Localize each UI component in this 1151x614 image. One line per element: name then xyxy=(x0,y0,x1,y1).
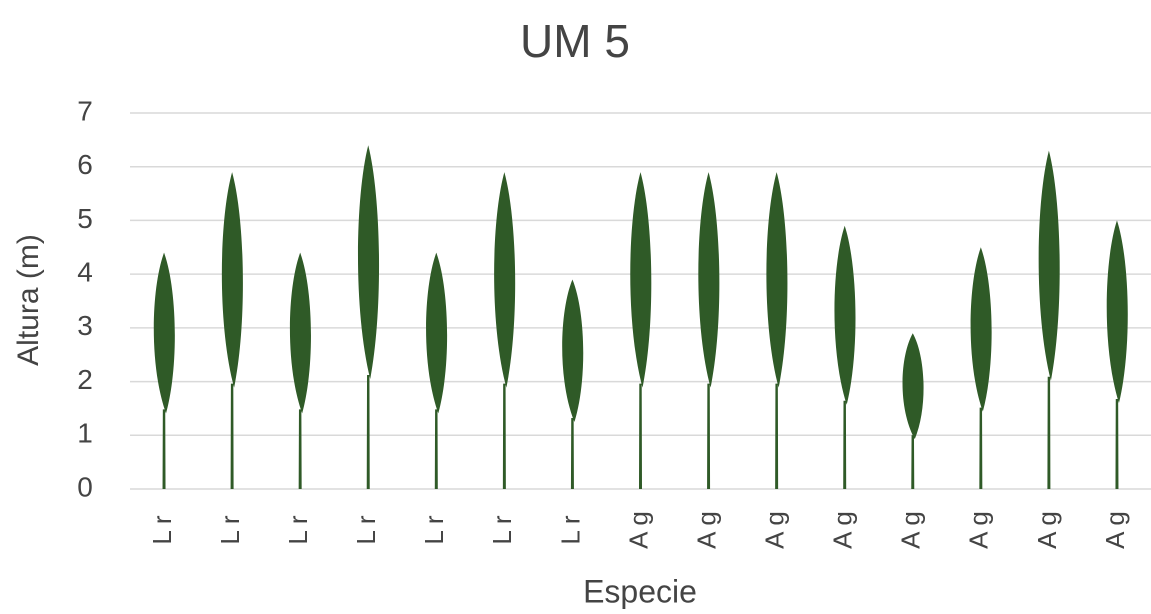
tree-bar xyxy=(289,252,311,489)
tree-bar xyxy=(562,279,584,489)
chart-title: UM 5 xyxy=(520,15,630,67)
x-tick-label: Lr xyxy=(147,509,177,544)
tree-bar xyxy=(902,333,924,489)
x-tick-label: Lr xyxy=(215,509,245,544)
x-tick-label: Ag xyxy=(691,505,721,549)
x-tick-label: Lr xyxy=(555,509,585,544)
y-tick-label: 4 xyxy=(77,257,93,288)
tree-bar xyxy=(357,145,380,489)
tree-bar xyxy=(970,247,992,489)
y-tick-label: 3 xyxy=(77,310,93,341)
x-tick-label: Lr xyxy=(419,509,449,544)
x-tick-label: Ag xyxy=(1032,505,1062,549)
y-tick-label: 7 xyxy=(77,95,93,126)
tree-bar xyxy=(494,172,516,490)
x-tick-label: Lr xyxy=(283,509,313,544)
tree-bar xyxy=(153,252,175,489)
tree-bar xyxy=(1106,220,1128,489)
y-tick-label: 5 xyxy=(77,203,93,234)
y-tick-label: 2 xyxy=(77,364,93,395)
x-tick-label: Ag xyxy=(623,505,653,549)
tree-bar xyxy=(426,252,448,489)
y-tick-label: 6 xyxy=(77,149,93,180)
x-tick-label: Lr xyxy=(487,509,517,544)
tree-bar xyxy=(1038,150,1060,489)
x-tick-label: Lr xyxy=(351,509,381,544)
x-tick-label: Ag xyxy=(760,505,790,549)
tree-bar xyxy=(630,172,652,490)
x-tick-label: Ag xyxy=(896,505,926,549)
tree-bar xyxy=(834,225,856,490)
x-axis-label: Especie xyxy=(583,573,697,609)
y-tick-label: 1 xyxy=(77,418,93,449)
x-tick-label: Ag xyxy=(964,505,994,549)
tree-bar xyxy=(221,172,243,490)
tree-bar xyxy=(766,172,788,490)
x-tick-label: Ag xyxy=(828,505,858,549)
tree-bar xyxy=(698,172,720,490)
y-axis-label: Altura (m) xyxy=(12,234,45,366)
y-tick-label: 0 xyxy=(77,471,93,502)
x-tick-label: Ag xyxy=(1100,505,1130,549)
